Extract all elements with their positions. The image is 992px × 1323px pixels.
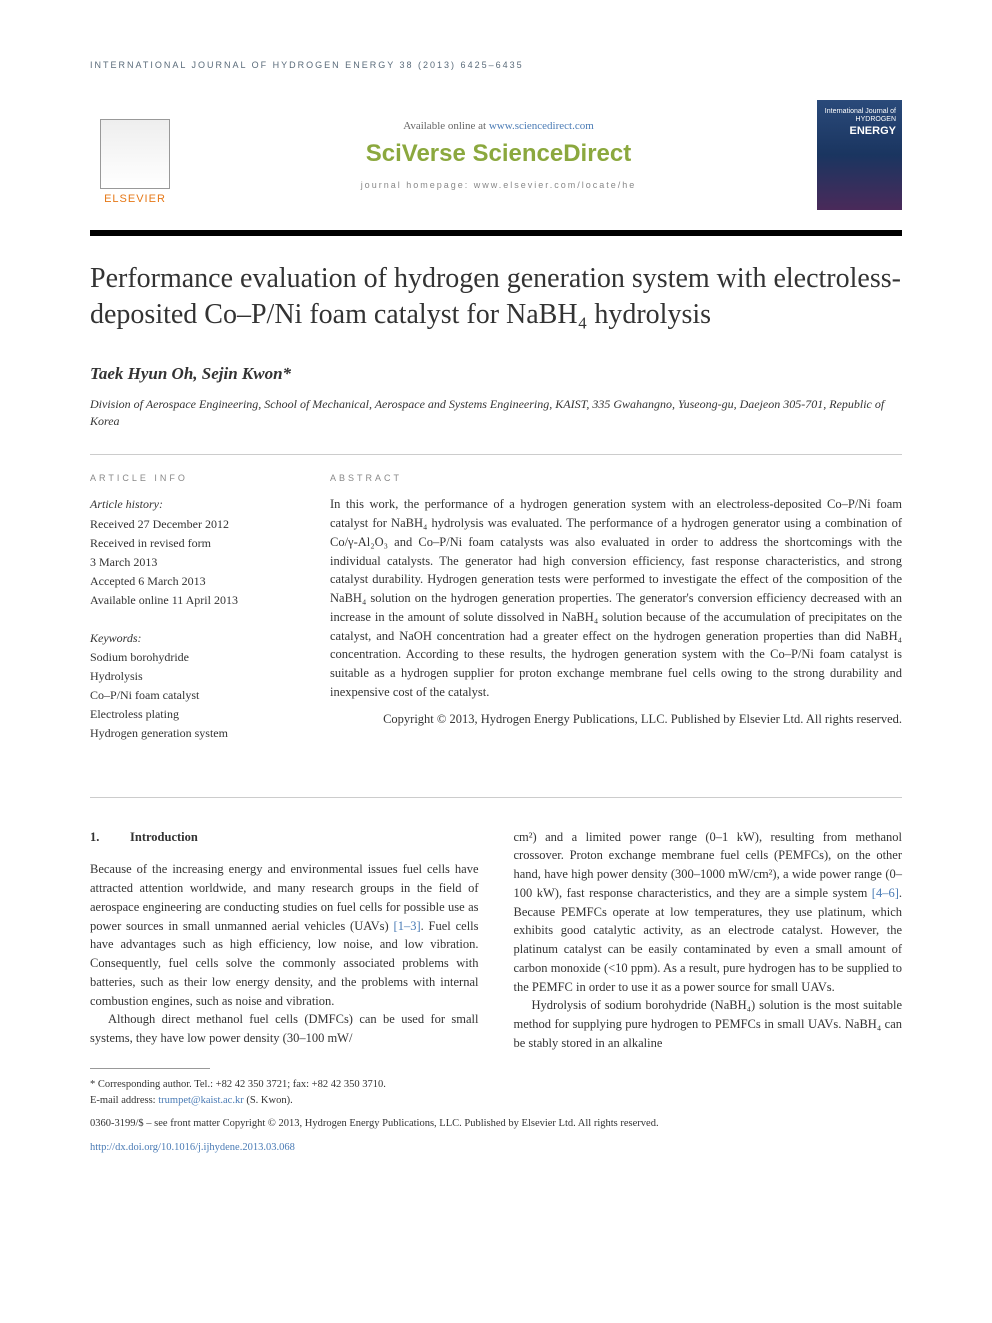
revised-date-l1: Received in revised form [90,534,290,553]
keyword-3: Co–P/Ni foam catalyst [90,686,290,705]
revised-date-l2: 3 March 2013 [90,553,290,572]
section-title: Introduction [130,830,198,844]
left-column: 1.Introduction Because of the increasing… [90,828,479,1109]
article-info-heading: ARTICLE INFO [90,473,290,483]
cover-line3: ENERGY [825,125,896,138]
online-date: Available online 11 April 2013 [90,591,290,610]
affiliation: Division of Aerospace Engineering, Schoo… [90,396,902,430]
sciencedirect-link[interactable]: www.sciencedirect.com [489,120,594,132]
abstract-section: ABSTRACT In this work, the performance o… [330,473,902,761]
journal-citation: INTERNATIONAL JOURNAL OF HYDROGEN ENERGY… [90,60,902,70]
homepage-prefix: journal homepage: [361,180,474,190]
accepted-date: Accepted 6 March 2013 [90,572,290,591]
title-separator-bar [90,230,902,236]
footnote-divider [90,1068,210,1069]
email-suffix: (S. Kwon). [244,1095,293,1106]
footer-doi: http://dx.doi.org/10.1016/j.ijhydene.201… [90,1140,902,1156]
intro-para-4: Hydrolysis of sodium borohydride (NaBH₄)… [514,996,903,1052]
email-note: E-mail address: trumpet@kaist.ac.kr (S. … [90,1093,479,1109]
footer-issn: 0360-3199/$ – see front matter Copyright… [90,1116,902,1132]
body-text: 1.Introduction Because of the increasing… [90,828,902,1109]
elsevier-logo: ELSEVIER [90,105,180,205]
section-number: 1. [90,828,130,847]
abstract-heading: ABSTRACT [330,473,902,483]
article-info-sidebar: ARTICLE INFO Article history: Received 2… [90,473,290,761]
available-prefix: Available online at [403,120,489,132]
journal-homepage: journal homepage: www.elsevier.com/locat… [180,180,817,190]
email-label: E-mail address: [90,1095,158,1106]
intro-para-3: cm²) and a limited power range (0–1 kW),… [514,828,903,997]
cover-line2: HYDROGEN [825,116,896,124]
divider [90,454,902,455]
homepage-link[interactable]: www.elsevier.com/locate/he [474,180,637,190]
available-online-text: Available online at www.sciencedirect.co… [180,120,817,132]
cover-line1: International Journal of [825,108,896,116]
ref-link-4-6[interactable]: [4–6] [872,886,899,900]
email-link[interactable]: trumpet@kaist.ac.kr [158,1095,243,1106]
section-1-heading: 1.Introduction [90,828,479,847]
article-title: Performance evaluation of hydrogen gener… [90,261,902,334]
history-label: Article history: [90,495,290,514]
keyword-1: Sodium borohydride [90,648,290,667]
journal-cover-thumbnail: International Journal of HYDROGEN ENERGY [817,100,902,210]
abstract-text: In this work, the performance of a hydro… [330,495,902,701]
sciverse-logo: SciVerse ScienceDirect [180,140,817,168]
keyword-5: Hydrogen generation system [90,724,290,743]
publisher-banner: ELSEVIER Available online at www.science… [90,90,902,220]
doi-link[interactable]: http://dx.doi.org/10.1016/j.ijhydene.201… [90,1142,295,1153]
intro-para-2: Although direct methanol fuel cells (DMF… [90,1010,479,1048]
keywords-label: Keywords: [90,629,290,648]
elsevier-tree-icon [100,119,170,189]
intro-para-1: Because of the increasing energy and env… [90,860,479,1010]
elsevier-text: ELSEVIER [104,193,166,205]
received-date: Received 27 December 2012 [90,515,290,534]
keyword-2: Hydrolysis [90,667,290,686]
abstract-copyright: Copyright © 2013, Hydrogen Energy Public… [330,710,902,729]
right-column: cm²) and a limited power range (0–1 kW),… [514,828,903,1109]
corresponding-author-note: * Corresponding author. Tel.: +82 42 350… [90,1077,479,1093]
authors: Taek Hyun Oh, Sejin Kwon* [90,364,902,384]
body-divider [90,797,902,798]
keyword-4: Electroless plating [90,705,290,724]
ref-link-1-3[interactable]: [1–3] [394,919,421,933]
